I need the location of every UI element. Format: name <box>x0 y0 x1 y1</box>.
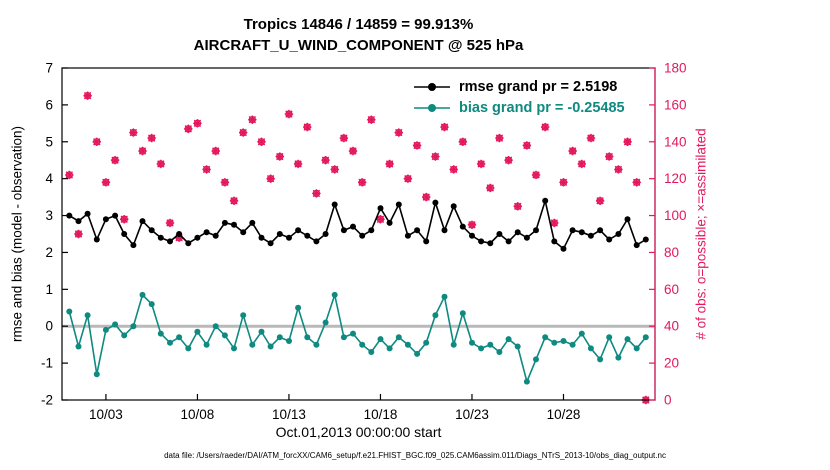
legend-item-rmse: rmse grand pr = 2.5198 <box>412 79 625 95</box>
svg-text:-2: -2 <box>41 393 53 408</box>
svg-text:3: 3 <box>45 208 53 223</box>
svg-text:120: 120 <box>664 171 687 186</box>
svg-text:10/18: 10/18 <box>364 407 398 422</box>
svg-text:5: 5 <box>45 134 53 149</box>
bias-legend-label: bias grand pr = -0.25485 <box>459 100 625 116</box>
legend-item-bias: bias grand pr = -0.25485 <box>412 100 625 116</box>
axes-box <box>61 67 656 401</box>
svg-text:6: 6 <box>45 97 53 112</box>
svg-text:10/13: 10/13 <box>272 407 306 422</box>
chart-title-block: Tropics 14846 / 14859 = 99.913% AIRCRAFT… <box>62 16 655 54</box>
svg-text:10/28: 10/28 <box>547 407 581 422</box>
rmse-legend-label: rmse grand pr = 2.5198 <box>459 79 618 95</box>
chart-title: Tropics 14846 / 14859 = 99.913% <box>243 16 474 33</box>
svg-text:180: 180 <box>664 61 687 76</box>
svg-text:160: 160 <box>664 97 687 112</box>
rmse-line-swatch <box>414 83 450 91</box>
svg-text:7: 7 <box>45 61 53 76</box>
svg-text:10/23: 10/23 <box>455 407 489 422</box>
legend: rmse grand pr = 2.5198 bias grand pr = -… <box>412 79 625 116</box>
svg-text:4: 4 <box>45 171 53 186</box>
right-axis-label: # of obs: o=possible; ×=assimilated <box>693 128 709 340</box>
svg-text:20: 20 <box>664 356 679 371</box>
svg-text:0: 0 <box>45 319 53 334</box>
bias-series <box>66 291 649 385</box>
rmse-series <box>66 197 649 252</box>
data-file-caption: data file: /Users/raeder/DAI/ATM_forcXX/… <box>164 451 666 460</box>
svg-text:10/08: 10/08 <box>181 407 215 422</box>
left-axis-label: rmse and bias (model - observation) <box>9 125 25 343</box>
svg-text:80: 80 <box>664 245 679 260</box>
svg-text:0: 0 <box>664 393 672 408</box>
svg-text:40: 40 <box>664 319 679 334</box>
svg-text:1: 1 <box>45 282 53 297</box>
svg-text:60: 60 <box>664 282 679 297</box>
chart-subtitle: AIRCRAFT_U_WIND_COMPONENT @ 525 hPa <box>193 37 524 54</box>
svg-text:140: 140 <box>664 134 687 149</box>
tick-labels: -2 -1 0 1 2 3 4 5 6 7 0 20 40 60 80 100 120 140 160 180 10/0… <box>41 61 687 423</box>
x-axis-label: Oct.01,2013 00:00:00 start <box>275 424 442 440</box>
svg-text:10/03: 10/03 <box>89 407 123 422</box>
svg-text:-1: -1 <box>41 356 53 371</box>
svg-text:100: 100 <box>664 208 687 223</box>
obs-count-markers <box>65 91 651 405</box>
bias-line-swatch <box>414 104 450 112</box>
svg-text:2: 2 <box>45 245 53 260</box>
